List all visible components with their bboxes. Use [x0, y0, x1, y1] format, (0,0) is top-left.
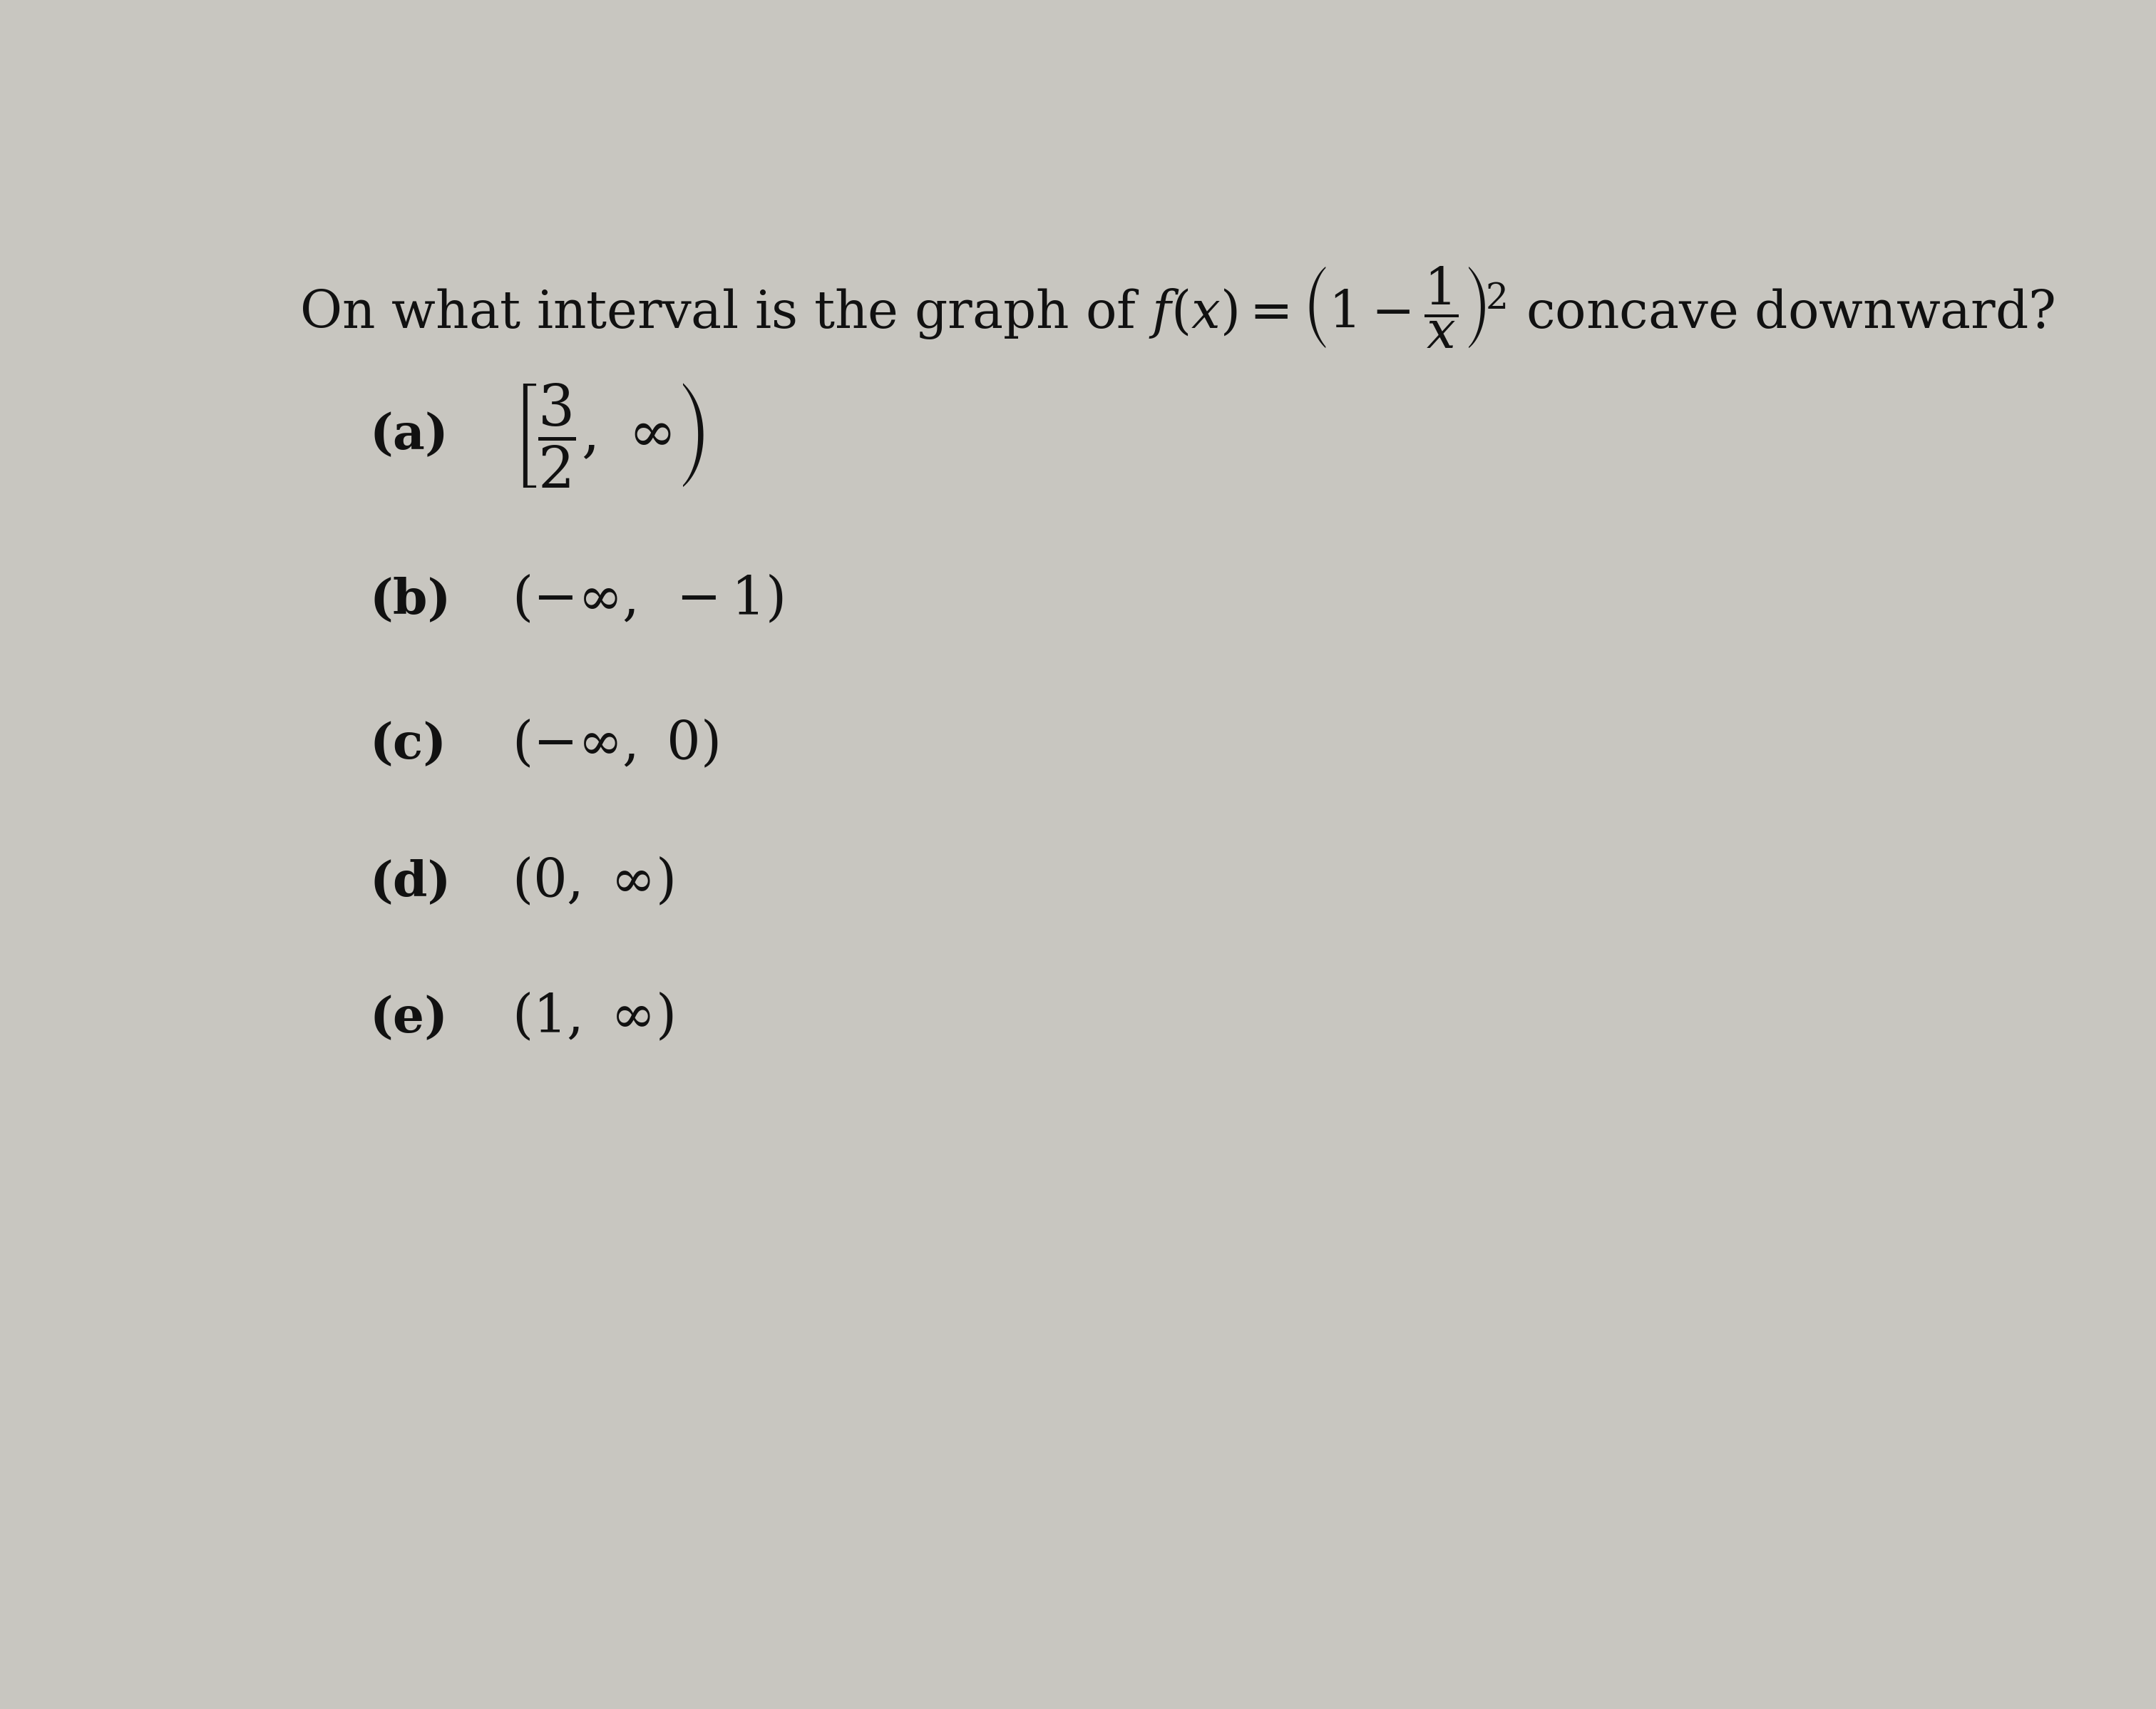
Text: $(-\infty,\ -1)$: $(-\infty,\ -1)$: [511, 574, 783, 625]
Text: $\left[\dfrac{3}{2},\ \infty\right)$: $\left[\dfrac{3}{2},\ \infty\right)$: [511, 381, 705, 489]
Text: (e): (e): [371, 995, 448, 1042]
Text: (c): (c): [371, 721, 446, 769]
Text: $(0,\ \infty)$: $(0,\ \infty)$: [511, 856, 673, 909]
Text: $(-\infty,\ 0)$: $(-\infty,\ 0)$: [511, 718, 718, 771]
Text: (a): (a): [371, 412, 448, 460]
Text: $(1,\ \infty)$: $(1,\ \infty)$: [511, 993, 673, 1044]
Text: (b): (b): [371, 576, 451, 624]
Text: (d): (d): [371, 860, 451, 907]
Text: On what interval is the graph of $f(x) = \left(1-\dfrac{1}{x}\right)^{\!2}$ conc: On what interval is the graph of $f(x) =…: [300, 265, 2055, 350]
